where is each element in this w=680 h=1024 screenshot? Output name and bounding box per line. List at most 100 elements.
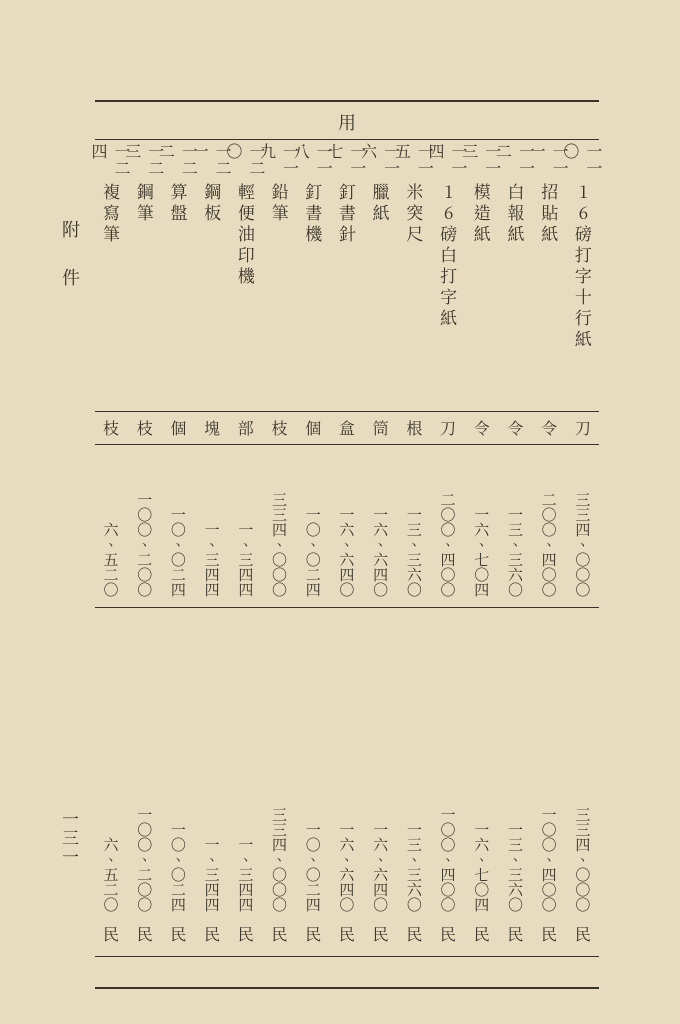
amount1: 一、三四四: [235, 447, 256, 597]
item-name: 米突尺: [403, 183, 425, 383]
unit-col: 刀: [567, 414, 599, 444]
item-name: 白報紙: [504, 183, 526, 383]
item-unit: 令: [507, 414, 523, 440]
item-name: 模造紙: [471, 183, 493, 383]
suffix: 民: [137, 918, 153, 948]
item-unit: 個: [305, 414, 321, 440]
amount1: 一〇、〇二四: [303, 447, 324, 597]
unit-col: 枝: [264, 414, 296, 444]
item-unit: 部: [238, 414, 254, 440]
amount2: 一六、七〇四: [471, 762, 492, 912]
item-col: 一二〇 輕便油印機: [230, 143, 262, 411]
amount1: 一六、六四〇: [370, 447, 391, 597]
suffix: 民: [238, 918, 254, 948]
amount1: 二〇〇、四〇〇: [539, 447, 560, 597]
page-content: 用 一一〇 16磅打字十行紙 一一一 招貼紙 一一二 白報紙 一一三 模造紙 一…: [95, 100, 599, 992]
suffix-col: 民: [466, 912, 498, 948]
item-unit: 刀: [440, 414, 456, 440]
amount1: 三三四、〇〇〇: [572, 447, 593, 597]
amount1-col: 六、五二〇: [95, 447, 127, 597]
suffix-col: 民: [365, 912, 397, 948]
amount1-col: 一、三四四: [196, 447, 228, 597]
unit-col: 令: [533, 414, 565, 444]
suffix-col: 民: [196, 912, 228, 948]
amount2: 三三四、〇〇〇: [572, 762, 593, 912]
item-col: 一一七 釘書針: [331, 143, 363, 411]
amount2: 一〇〇、四〇〇: [539, 762, 560, 912]
unit-col: 枝: [129, 414, 161, 444]
unit-col: 個: [162, 414, 194, 444]
suffix: 民: [272, 918, 288, 948]
suffix-col: 民: [230, 912, 262, 948]
page-number: 一三一: [58, 810, 83, 867]
amount2: 一三、三六〇: [404, 762, 425, 912]
amount1: 一、三四四: [202, 447, 223, 597]
suffix: 民: [406, 918, 422, 948]
suffix-col: 民: [533, 912, 565, 948]
item-name: 臘紙: [370, 183, 392, 383]
item-name: 鋼板: [201, 183, 223, 383]
amount2-col: 一六、七〇四: [466, 762, 498, 912]
amount1-col: 三三四、〇〇〇: [567, 447, 599, 597]
item-col: 一一五 米突尺: [398, 143, 430, 411]
amount2: 三三四、〇〇〇: [269, 762, 290, 912]
unit-section: 刀令令令刀根筒盒個枝部塊個枝枝: [95, 414, 599, 444]
unit-col: 令: [466, 414, 498, 444]
amount2: 一〇、〇二四: [168, 762, 189, 912]
amount2-section: 三三四、〇〇〇一〇〇、四〇〇一三、三六〇一六、七〇四一〇〇、四〇〇一三、三六〇一…: [95, 762, 599, 912]
amount2: 一、三四四: [202, 762, 223, 912]
amount2: 一六、六四〇: [370, 762, 391, 912]
item-name: 16磅打字十行紙: [572, 183, 594, 383]
suffix: 民: [339, 918, 355, 948]
item-col: 一二二 算盤: [162, 143, 194, 411]
amount1-section: 三三四、〇〇〇二〇〇、四〇〇一三、三六〇一六、七〇四二〇〇、四〇〇一三、三六〇一…: [95, 447, 599, 597]
amount2-col: 一〇〇、四〇〇: [533, 762, 565, 912]
amount1: 一六、七〇四: [471, 447, 492, 597]
suffix-col: 民: [432, 912, 464, 948]
suffix: 民: [575, 918, 591, 948]
amount2-col: 六、五二〇: [95, 762, 127, 912]
item-col: 一二三 鋼筆: [129, 143, 161, 411]
suffix-section: 民民民民民民民民民民民民民民民: [95, 912, 599, 948]
item-unit: 塊: [204, 414, 220, 440]
suffix: 民: [170, 918, 186, 948]
suffix-col: 民: [95, 912, 127, 948]
item-unit: 盒: [339, 414, 355, 440]
item-name: 釘書機: [302, 183, 324, 383]
amount1-col: 二〇〇、四〇〇: [432, 447, 464, 597]
amount1: 三三四、〇〇〇: [269, 447, 290, 597]
amount2: 六、五二〇: [101, 762, 122, 912]
amount1-col: 二〇〇、四〇〇: [533, 447, 565, 597]
suffix-col: 民: [331, 912, 363, 948]
amount1-col: 一六、六四〇: [365, 447, 397, 597]
amount1-col: 一〇、〇二四: [162, 447, 194, 597]
suffix: 民: [541, 918, 557, 948]
item-unit: 筒: [373, 414, 389, 440]
unit-col: 筒: [365, 414, 397, 444]
amount2-col: 一〇、〇二四: [297, 762, 329, 912]
amount1: 一三、三六〇: [404, 447, 425, 597]
suffix-col: 民: [264, 912, 296, 948]
amount1-col: 一三、三六〇: [499, 447, 531, 597]
item-col: 一一一 招貼紙: [533, 143, 565, 411]
item-col: 一二一 鋼板: [196, 143, 228, 411]
unit-col: 枝: [95, 414, 127, 444]
gap: [95, 610, 599, 762]
amount1: 一〇〇、二〇〇: [134, 447, 155, 597]
item-unit: 刀: [575, 414, 591, 440]
amount1: 一〇、〇二四: [168, 447, 189, 597]
suffix-col: 民: [297, 912, 329, 948]
item-header-section: 一一〇 16磅打字十行紙 一一一 招貼紙 一一二 白報紙 一一三 模造紙 一一四…: [95, 143, 599, 411]
suffix-col: 民: [398, 912, 430, 948]
amount1-col: 一六、七〇四: [466, 447, 498, 597]
amount1-col: 一、三四四: [230, 447, 262, 597]
item-name: 釘書針: [336, 183, 358, 383]
suffix-col: 民: [162, 912, 194, 948]
amount2: 一〇〇、四〇〇: [438, 762, 459, 912]
amount1-col: 一三、三六〇: [398, 447, 430, 597]
amount1: 六、五二〇: [101, 447, 122, 597]
item-col: 一一〇 16磅打字十行紙: [567, 143, 599, 411]
item-col: 一一八 釘書機: [297, 143, 329, 411]
item-col: 一二四 複寫筆: [95, 143, 127, 411]
amount2-col: 一〇〇、四〇〇: [432, 762, 464, 912]
